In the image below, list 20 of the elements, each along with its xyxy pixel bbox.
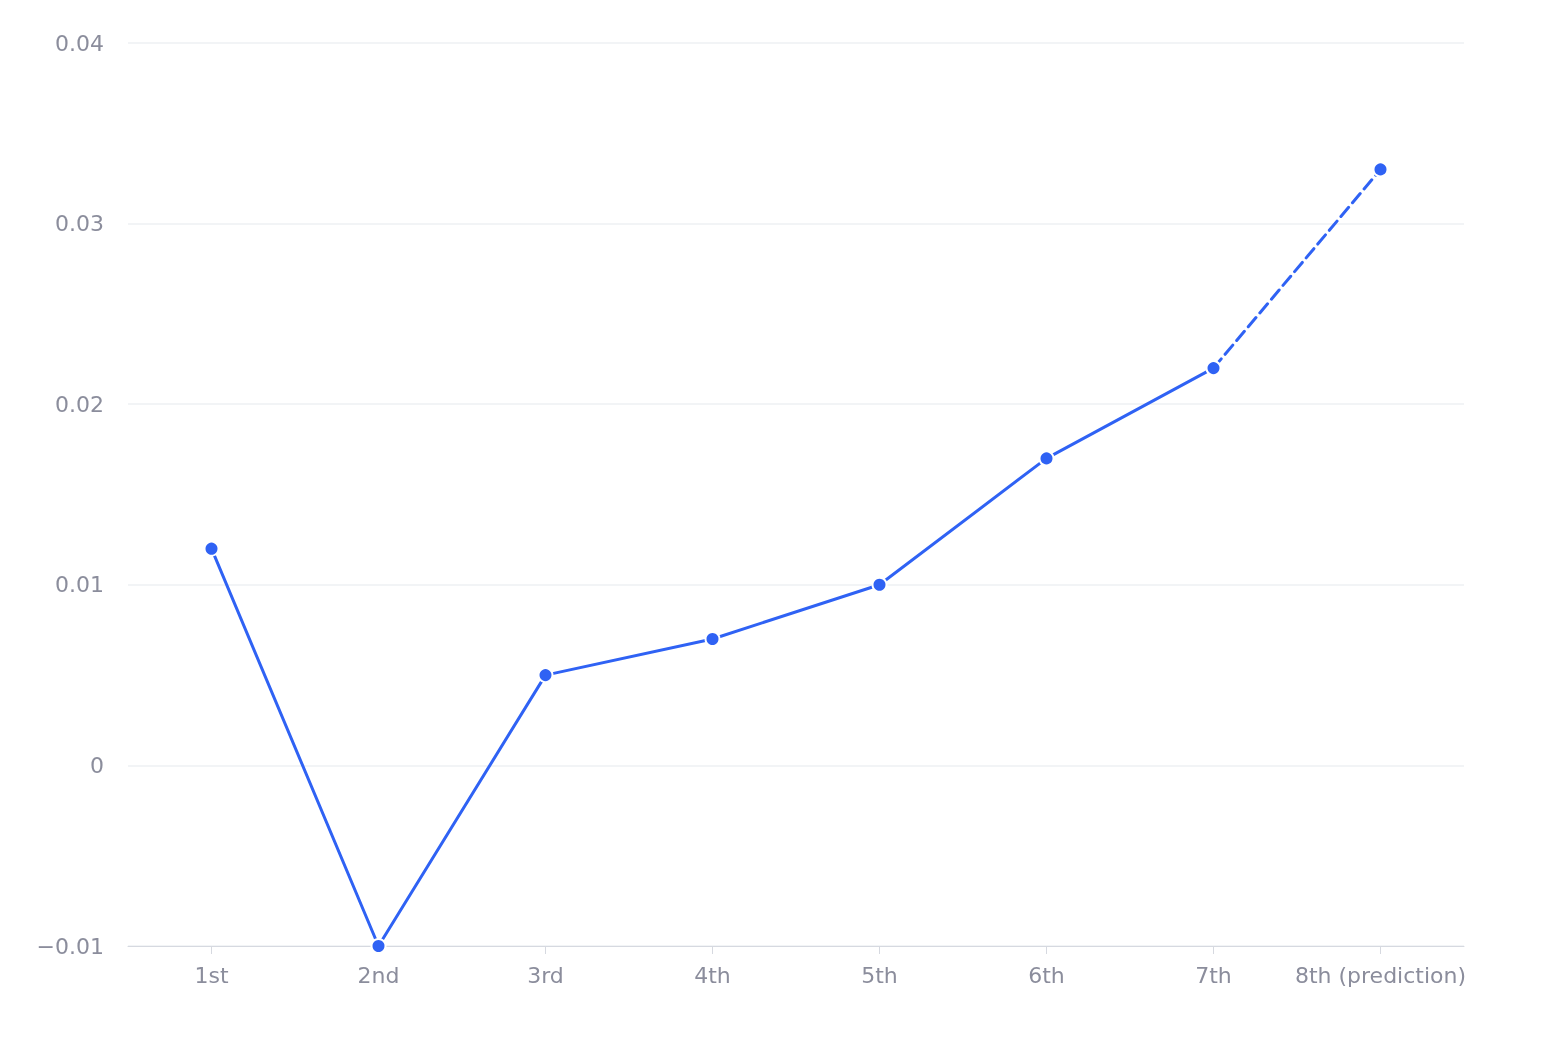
point [871,576,888,593]
y-tick-label: 0.03 [55,211,104,237]
x-tick-label: 5th [861,962,898,988]
y-tick-label: 0.02 [55,391,104,417]
x-tick-label: 4th [694,962,731,988]
x-tick-label: 6th [1028,962,1065,988]
point [203,540,220,557]
y-tick-label: 0 [90,752,104,778]
x-tick-label: 7th [1195,962,1232,988]
point [370,938,387,954]
y-tick-label: 0.04 [55,30,104,56]
y-tick-label: −0.01 [36,933,104,959]
point [1038,450,1055,467]
x-tick-label: 3rd [527,962,564,988]
point [537,667,554,684]
x-tick-label: 1st [194,962,229,988]
x-tick-label: 8th (prediction) [1294,962,1467,988]
y-tick-label: 0.01 [55,572,104,598]
x-tick-label: 2nd [357,962,400,988]
point [1372,161,1389,178]
